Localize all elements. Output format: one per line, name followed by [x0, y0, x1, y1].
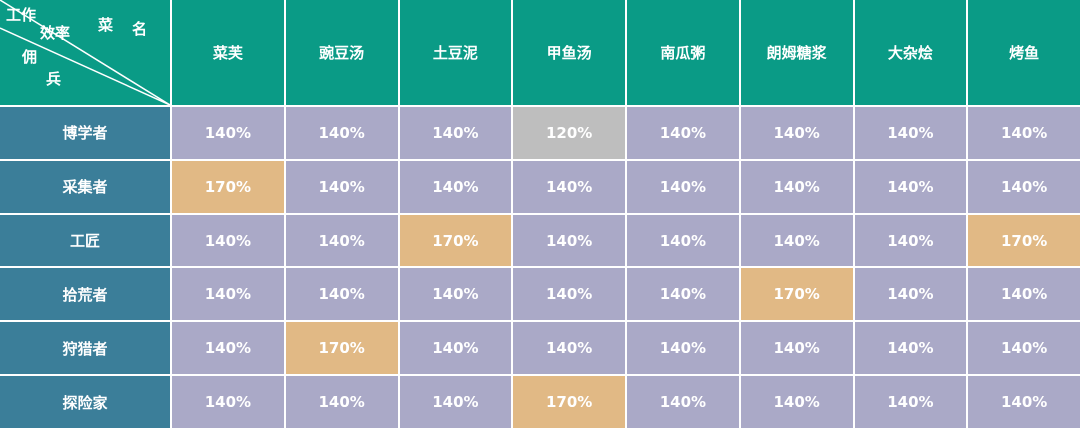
diagonals [0, 0, 170, 105]
value-cell: 140% [399, 322, 512, 375]
column-header: 大杂烩 [854, 0, 967, 105]
value-cell: 140% [285, 160, 398, 213]
value-cell: 170% [172, 160, 284, 213]
value-cell: 140% [399, 160, 512, 213]
value-cell: 140% [854, 107, 967, 159]
value-cell: 140% [172, 268, 284, 321]
value-cell: 140% [627, 107, 739, 159]
value-cell: 140% [399, 376, 512, 428]
column-header: 烤鱼 [968, 0, 1080, 105]
value-cell: 140% [172, 376, 284, 428]
value-cell: 140% [172, 214, 284, 267]
value-cell: 170% [285, 322, 398, 375]
value-cell: 140% [285, 107, 398, 159]
column-header: 甲鱼汤 [513, 0, 625, 105]
column-header: 土豆泥 [399, 0, 512, 105]
row-header: 探险家 [0, 376, 170, 428]
value-cell: 140% [285, 214, 398, 267]
value-cell: 140% [854, 214, 967, 267]
row-header: 狩猎者 [0, 322, 170, 375]
value-cell: 140% [627, 376, 739, 428]
value-cell: 170% [399, 214, 512, 267]
value-cell: 140% [968, 376, 1080, 428]
value-cell: 140% [740, 322, 853, 375]
value-cell: 140% [172, 322, 284, 375]
row-header: 工匠 [0, 214, 170, 267]
value-cell: 140% [968, 322, 1080, 375]
value-cell: 140% [513, 160, 625, 213]
value-cell: 140% [740, 214, 853, 267]
corner-label: 效率 [40, 24, 71, 42]
value-cell: 140% [854, 268, 967, 321]
value-cell: 140% [285, 268, 398, 321]
corner-label: 工作 [6, 6, 37, 24]
value-cell: 140% [627, 214, 739, 267]
value-cell: 140% [399, 107, 512, 159]
column-header: 菜芙 [172, 0, 284, 105]
value-cell: 140% [740, 376, 853, 428]
value-cell: 140% [968, 160, 1080, 213]
value-cell: 140% [513, 214, 625, 267]
value-cell: 120% [513, 107, 625, 159]
column-header: 朗姆糖浆 [740, 0, 853, 105]
value-cell: 140% [968, 268, 1080, 321]
row-header: 博学者 [0, 107, 170, 159]
value-cell: 140% [399, 268, 512, 321]
value-cell: 140% [854, 160, 967, 213]
corner-label: 菜 [98, 16, 114, 34]
value-cell: 170% [513, 376, 625, 428]
value-cell: 170% [968, 214, 1080, 267]
value-cell: 140% [513, 322, 625, 375]
corner-label: 名 [132, 20, 148, 38]
value-cell: 140% [854, 322, 967, 375]
value-cell: 140% [627, 268, 739, 321]
row-header: 采集者 [0, 160, 170, 213]
column-header: 豌豆汤 [285, 0, 398, 105]
value-cell: 140% [627, 160, 739, 213]
value-cell: 140% [740, 107, 853, 159]
value-cell: 140% [968, 107, 1080, 159]
corner-label: 兵 [46, 70, 62, 88]
value-cell: 170% [740, 268, 853, 321]
value-cell: 140% [172, 107, 284, 159]
corner-label: 佣 [22, 48, 38, 66]
value-cell: 140% [513, 268, 625, 321]
value-cell: 140% [740, 160, 853, 213]
row-header: 拾荒者 [0, 268, 170, 321]
column-header: 南瓜粥 [627, 0, 739, 105]
value-cell: 140% [854, 376, 967, 428]
corner-cell: 工作 效率 菜 名 佣 兵 [0, 0, 170, 105]
value-cell: 140% [285, 376, 398, 428]
value-cell: 140% [627, 322, 739, 375]
